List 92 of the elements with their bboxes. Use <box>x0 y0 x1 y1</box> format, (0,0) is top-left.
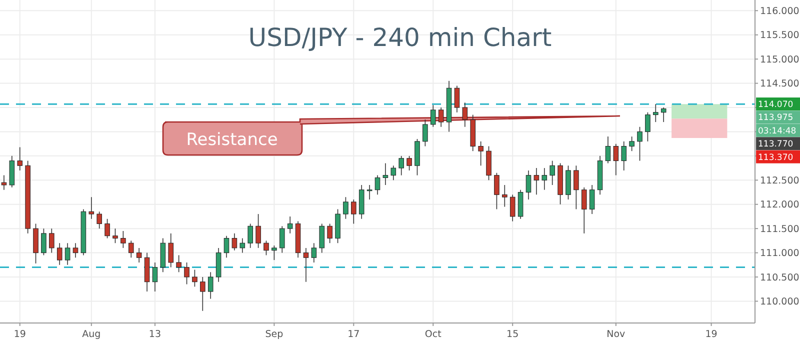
candlestick <box>422 119 428 147</box>
candlestick <box>287 216 293 234</box>
text: USD/JPY - 240 min Chart <box>248 23 552 52</box>
candlestick <box>256 214 261 248</box>
candlestick <box>645 112 650 142</box>
candlestick <box>430 104 436 128</box>
candlestick <box>534 168 540 196</box>
candlestick <box>374 174 380 196</box>
candlestick <box>327 223 332 244</box>
x-tick-label: 17 <box>348 329 360 340</box>
candlestick <box>438 107 444 128</box>
x-tick-label: Sep <box>265 329 284 340</box>
y-tick-label: 114.500 <box>760 78 800 90</box>
candlestick <box>72 242 78 258</box>
text: 03:14:48 <box>758 126 796 136</box>
x-tick-label: Aug <box>82 329 101 340</box>
candlestick <box>232 233 238 251</box>
candlestick <box>660 107 666 122</box>
candlestick <box>581 187 587 234</box>
candlestick <box>406 156 412 171</box>
candlestick <box>390 165 396 181</box>
candlestick <box>49 228 54 254</box>
candlestick <box>248 223 253 248</box>
candlestick <box>240 238 246 254</box>
candlestick <box>264 240 269 256</box>
candlestick <box>192 269 198 288</box>
y-tick-label: 110.000 <box>760 296 800 308</box>
candlestick <box>17 146 23 171</box>
candlestick <box>224 235 230 258</box>
candlestick <box>366 184 372 200</box>
candlestick <box>128 240 134 258</box>
candlestick <box>64 242 70 266</box>
y-tick-label: 116.000 <box>760 6 800 17</box>
x-tick-label: Oct <box>424 329 442 340</box>
x-tick-label: 19 <box>705 329 718 340</box>
candlestick <box>343 196 348 220</box>
candlestick <box>96 211 102 229</box>
text: 113.975 <box>758 113 794 124</box>
candlestick <box>462 102 468 128</box>
annotation: Resistance <box>186 130 278 150</box>
candlestick <box>136 248 142 263</box>
candlestick <box>494 172 500 210</box>
candlestick <box>104 218 110 239</box>
candlestick <box>502 184 508 208</box>
candlestick <box>510 194 516 222</box>
candlestick <box>184 262 190 285</box>
text: 113.770 <box>758 140 794 150</box>
candlestick <box>542 168 548 190</box>
candlestick <box>152 262 158 292</box>
candlestick <box>120 230 126 248</box>
candlestick <box>605 136 611 164</box>
candlestick <box>112 228 118 244</box>
candlestick <box>526 170 532 200</box>
candlestick <box>200 276 206 312</box>
candlestick <box>303 248 309 282</box>
candlestick <box>272 245 277 260</box>
text: 113.370 <box>758 152 794 163</box>
candlestick <box>1 174 7 190</box>
candlestick <box>550 160 555 186</box>
candlestick <box>41 228 46 256</box>
candlestick <box>398 156 404 176</box>
y-tick-label: 111.000 <box>760 248 800 260</box>
x-tick-label: Nov <box>606 329 626 340</box>
candlestick <box>279 226 285 254</box>
candlestick <box>653 104 658 122</box>
x-tick-label: 19 <box>14 329 26 340</box>
y-tick-label: 110.500 <box>760 272 800 284</box>
y-tick-label: 115.000 <box>760 54 800 66</box>
candlestick <box>637 126 642 162</box>
candlestick <box>176 254 182 273</box>
candlestick <box>56 242 62 266</box>
candlestick <box>382 162 388 186</box>
y-tick-label: 115.500 <box>760 30 800 42</box>
candlestick <box>351 199 356 224</box>
candlestick <box>319 223 324 254</box>
y-tick-label: 112.000 <box>760 200 800 211</box>
candlestick <box>574 165 579 210</box>
x-tick-label: 15 <box>506 329 519 340</box>
x-tick-label: 13 <box>148 329 162 340</box>
candlestick <box>478 141 484 166</box>
candlestick <box>168 233 174 268</box>
candlestick <box>629 136 634 152</box>
candlestick <box>311 242 317 263</box>
candlestick <box>613 143 619 176</box>
text: 114.070 <box>758 100 794 110</box>
y-tick-label: 111.500 <box>760 224 800 235</box>
candlestick <box>88 196 94 220</box>
candlestick <box>621 141 626 171</box>
candlestick <box>589 184 595 214</box>
candlestick <box>208 272 214 300</box>
y-tick-label: 112.500 <box>760 175 800 186</box>
candlestick <box>454 85 460 113</box>
